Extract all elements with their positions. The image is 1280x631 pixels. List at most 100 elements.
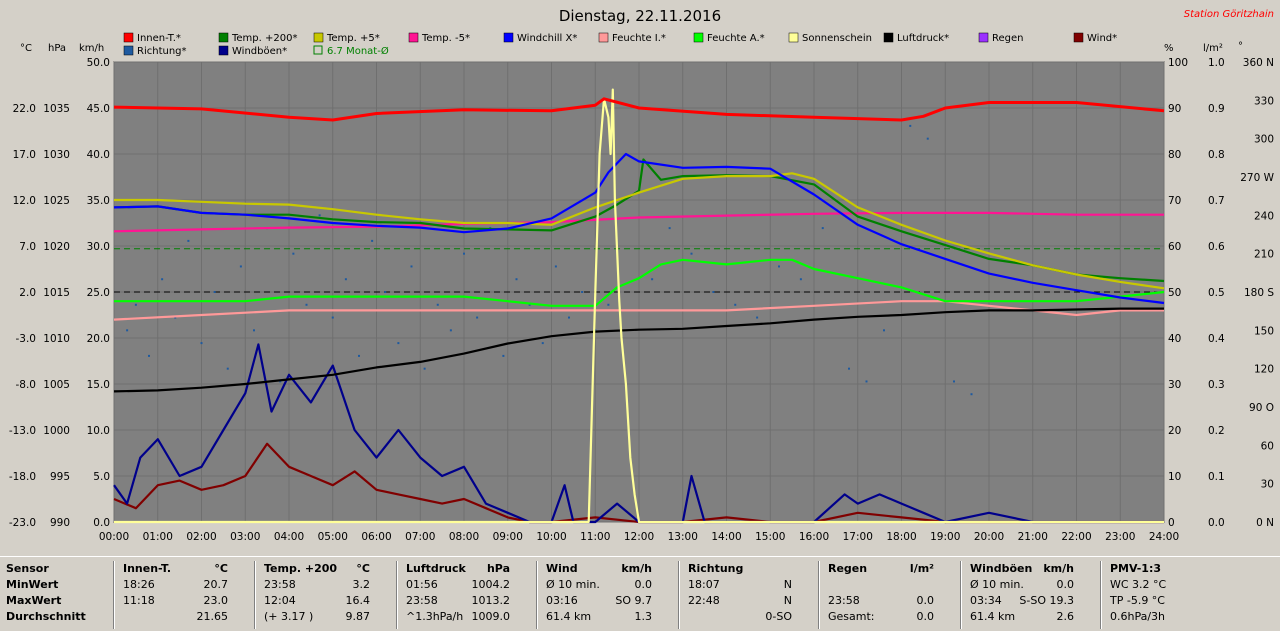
direction-point [318,214,321,217]
direction-point [953,380,955,383]
stats-row: Durchschnitt [6,609,86,625]
tick-label-time: 24:00 [1149,531,1179,543]
legend-label: Windchill X* [517,33,577,44]
tick-label-rain: 0.2 [1208,425,1225,437]
stats-cell: 18:26 [123,578,155,591]
tick-label-hpa: 1015 [43,287,70,299]
stats-value: 1009.0 [471,610,511,623]
direction-point [734,303,737,306]
legend-label: Wind* [1087,33,1117,44]
tick-label-percent: 80 [1168,149,1181,161]
direction-point [148,354,150,357]
direction-point [926,137,929,140]
stats-row: 18:07 N [684,577,792,593]
direction-point [331,316,334,319]
direction-point [174,316,177,319]
stats-cell: 61.4 km [546,610,592,623]
direction-point [239,265,242,268]
direction-point [292,252,295,255]
tick-label-direction: 150 [1254,325,1274,337]
legend-label: Regen [992,33,1024,44]
stats-row: WC 3.2 °C [1106,577,1218,593]
direction-point [568,316,570,319]
stats-cell: 22:48 [688,594,720,607]
tick-label-hpa: 990 [50,517,70,529]
stats-cell: Innen-T. [123,562,172,575]
tick-label-hpa: 1020 [43,241,70,253]
legend-label: Richtung* [137,46,187,57]
stats-value: 20.7 [203,578,229,591]
tick-label-celsius: -8.0 [16,379,37,391]
stats-cell: 23:58 [264,578,296,591]
stats-cell: 01:56 [406,578,438,591]
legend-swatch [123,32,134,43]
direction-point [970,393,973,396]
direction-point [463,252,465,255]
legend-swatch [408,32,419,43]
tick-label-time: 04:00 [274,531,304,543]
stats-value: °C [214,562,228,575]
tick-label-percent: 70 [1168,195,1181,207]
tick-label-time: 06:00 [361,531,391,543]
direction-point [909,124,912,127]
tick-label-direction: 300 [1254,134,1274,146]
stats-row: TP -5.9 °C [1106,593,1218,609]
direction-point [410,265,413,268]
stats-cell: Windböen [970,562,1033,575]
chart-title: Dienstag, 22.11.2016 [559,7,721,25]
stats-cell: Wind [546,562,578,575]
stats-value: hPa [486,562,510,575]
axis-unit-kmh: km/h [79,43,104,54]
axis-unit-rain: l/m² [1203,43,1223,54]
direction-point [423,367,426,370]
direction-point [756,316,759,319]
direction-point [528,303,531,306]
legend-label: 6.7 Monat-Ø [327,45,389,57]
tick-label-percent: 10 [1168,471,1181,483]
tick-label-kmh: 15.0 [87,379,110,391]
legend-swatch [503,32,514,43]
stats-row: 23:58 0.0 [824,593,934,609]
legend-swatch [598,32,609,43]
tick-label-direction: 0 N [1256,517,1274,529]
legend-swatch [978,32,989,43]
stats-header: Regen l/m² [824,561,934,577]
stats-value: 16.4 [345,594,371,607]
tick-label-time: 13:00 [668,531,698,543]
stats-row: 12:04 16.4 [260,593,370,609]
direction-point [358,354,360,357]
legend-swatch [313,32,324,43]
legend-label: Luftdruck* [897,33,949,44]
stats-value: 21.65 [196,610,229,623]
stats-cell: Sensor [6,562,49,575]
direction-point [384,291,387,293]
weather-chart: Dienstag, 22.11.2016 Station Göritzhain … [9,7,1275,543]
stats-cell: 03:34 [970,594,1002,607]
tick-label-direction: 120 [1254,364,1274,376]
stats-row: 03:34 S-SO 19.3 [966,593,1074,609]
tick-label-celsius: -13.0 [9,425,36,437]
direction-point [581,291,584,293]
stats-header: PMV-1:3 [1106,561,1218,577]
stats-column: PMV-1:3 WC 3.2 °C TP -5.9 °C 0.6hPa/3h [1101,561,1222,629]
stats-header: Luftdruck hPa [402,561,510,577]
tick-label-rain: 1.0 [1208,57,1225,69]
stats-cell: Regen [828,562,868,575]
direction-point [279,380,282,383]
tick-label-time: 09:00 [493,531,523,543]
tick-label-rain: 0.3 [1208,379,1225,391]
stats-row: 11:18 23.0 [119,593,228,609]
tick-label-celsius: 7.0 [19,241,36,253]
direction-point [200,342,203,345]
legend-item: Luftdruck* [883,32,949,44]
tick-label-kmh: 30.0 [87,241,110,253]
axis-unit-hpa: hPa [48,43,66,54]
direction-point [161,278,164,281]
legend-swatch [693,32,704,43]
series-line [114,88,1164,524]
tick-label-direction: 360 N [1243,57,1274,69]
stats-value: km/h [621,562,652,575]
axis-unit-percent: % [1164,43,1174,54]
direction-point [883,329,885,332]
series-line [114,258,1165,307]
